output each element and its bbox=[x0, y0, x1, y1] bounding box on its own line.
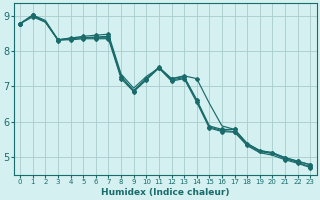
X-axis label: Humidex (Indice chaleur): Humidex (Indice chaleur) bbox=[101, 188, 229, 197]
